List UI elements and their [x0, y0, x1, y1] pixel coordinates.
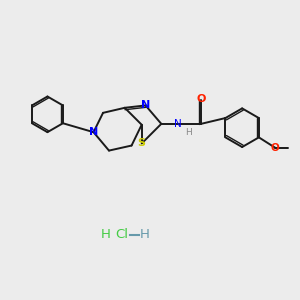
Text: Cl: Cl [115, 228, 128, 241]
Text: N: N [141, 100, 150, 110]
Text: H: H [100, 228, 110, 241]
Text: H: H [140, 228, 150, 241]
Text: N: N [174, 119, 182, 129]
Text: S: S [138, 139, 146, 148]
Text: N: N [89, 127, 98, 137]
Text: H: H [185, 128, 191, 137]
Text: O: O [271, 143, 280, 153]
Text: O: O [196, 94, 206, 103]
